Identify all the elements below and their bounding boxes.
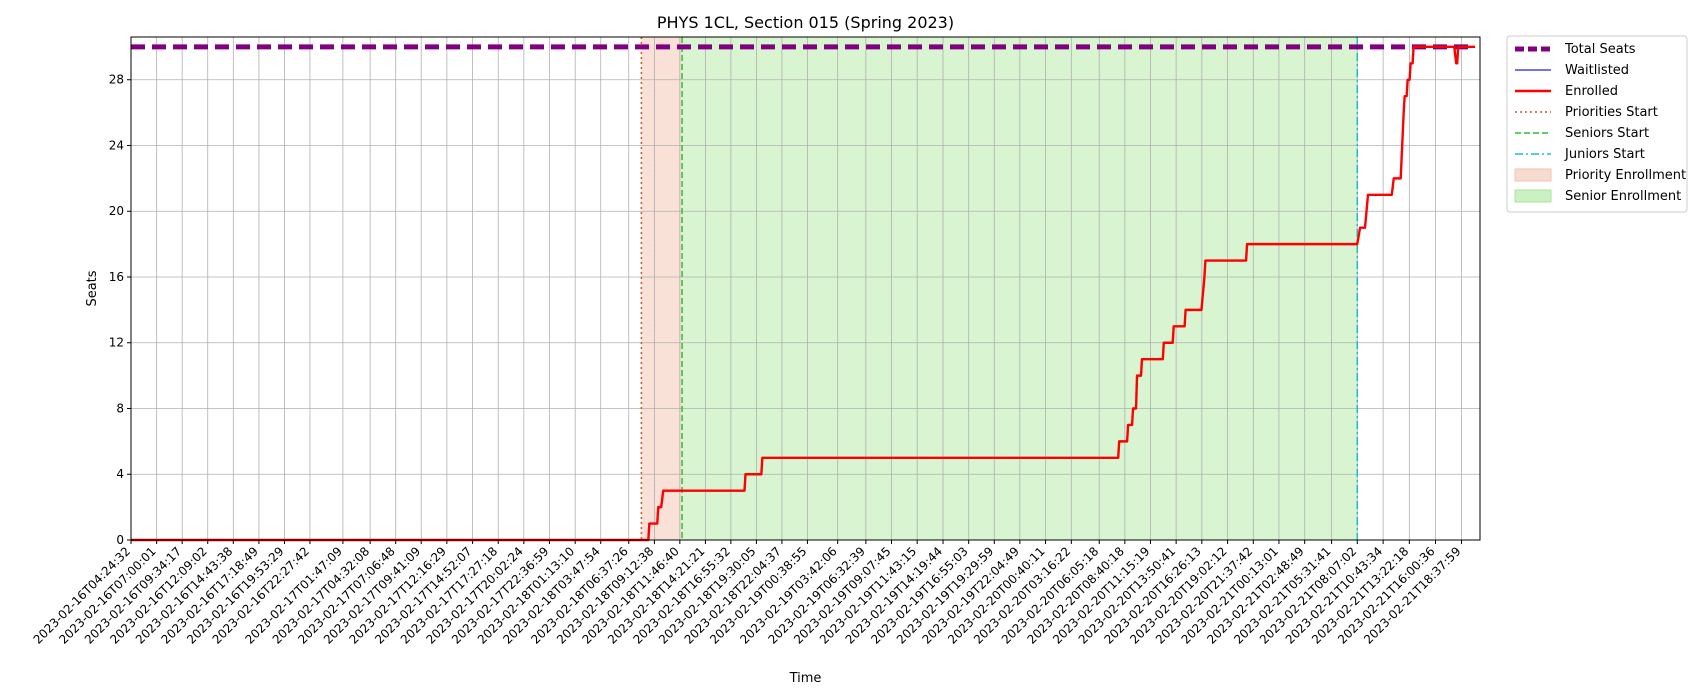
y-tick-label: 20 bbox=[109, 204, 124, 218]
series-enrolled bbox=[131, 45, 1476, 542]
shaded-regions bbox=[641, 37, 1358, 540]
chart-title: PHYS 1CL, Section 015 (Spring 2023) bbox=[657, 13, 954, 32]
legend-item-priority-enrollment: Priority Enrollment bbox=[1565, 168, 1686, 183]
series-lines bbox=[131, 44, 1476, 542]
y-axis-ticks: 0 4 8 12 16 20 24 28 bbox=[109, 73, 131, 547]
y-axis-label: Seats bbox=[85, 270, 100, 306]
legend-item-priority-enrollment-swatch bbox=[1514, 168, 1552, 182]
legend-item-juniors-start: Juniors Start bbox=[1564, 147, 1645, 162]
legend: Total Seats Waitlisted Enrolled Priorities … bbox=[1506, 35, 1688, 213]
legend-item-senior-enrollment-swatch bbox=[1514, 189, 1552, 203]
y-tick-label: 16 bbox=[109, 270, 124, 284]
legend-item-priorities-start: Priorities Start bbox=[1565, 105, 1658, 120]
legend-item-total-seats: Total Seats bbox=[1564, 42, 1636, 57]
y-tick-label: 0 bbox=[116, 533, 124, 547]
shaded-region-0 bbox=[641, 37, 683, 540]
x-axis-ticks: 2023-02-16T04:24:322023-02-16T07:00:0120… bbox=[31, 540, 1464, 647]
plot-frame bbox=[130, 36, 1481, 541]
y-tick-label: 12 bbox=[109, 336, 124, 350]
legend-item-senior-enrollment: Senior Enrollment bbox=[1565, 189, 1681, 204]
legend-frame bbox=[1506, 35, 1688, 213]
y-tick-label: 8 bbox=[116, 401, 124, 415]
phase-lines bbox=[640, 37, 1359, 540]
legend-item-enrolled: Enrolled bbox=[1565, 84, 1618, 99]
y-tick-label: 24 bbox=[109, 138, 124, 152]
y-tick-label: 4 bbox=[116, 467, 124, 481]
legend-item-waitlisted: Waitlisted bbox=[1565, 63, 1629, 78]
legend-item-seniors-start: Seniors Start bbox=[1565, 126, 1649, 141]
y-tick-label: 28 bbox=[109, 73, 124, 87]
x-axis-label: Time bbox=[789, 671, 822, 686]
